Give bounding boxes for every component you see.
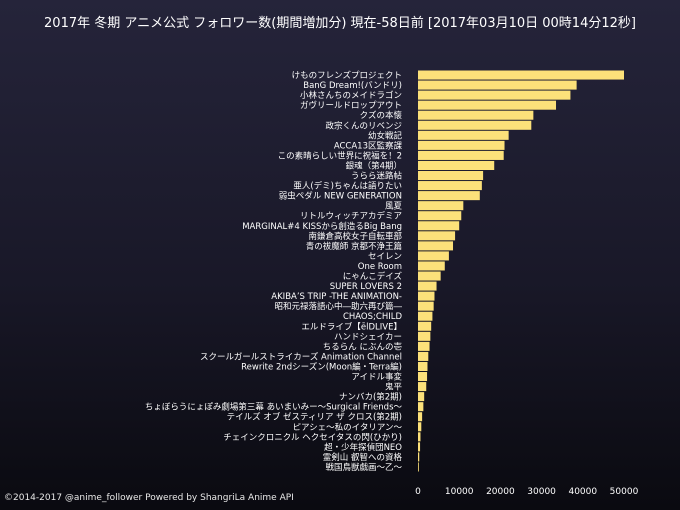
bar — [418, 100, 557, 110]
category-label: チェインクロニクル ヘクセイタスの閃(ひかり) — [223, 433, 402, 443]
bar — [418, 90, 571, 100]
category-label: 南鎌倉高校女子自転車部 — [308, 231, 402, 242]
bar — [418, 261, 445, 271]
bar — [418, 392, 425, 402]
category-label: 風夏 — [385, 202, 403, 212]
bar — [418, 422, 422, 432]
category-label: ガヴリールドロップアウト — [300, 100, 402, 111]
x-tick-label: 30000 — [527, 487, 556, 497]
category-label: BanG Dream!(バンドリ) — [303, 81, 402, 91]
category-label: SUPER LOVERS 2 — [330, 282, 402, 292]
x-tick-label: 50000 — [610, 487, 639, 497]
category-label: ハンドシェイカー — [334, 332, 402, 342]
bar — [418, 171, 484, 181]
category-label: リトルウィッチアカデミア — [300, 211, 402, 222]
bar — [418, 120, 532, 130]
category-label: 鬼平 — [385, 382, 403, 393]
bar — [418, 110, 534, 120]
category-label: スクールガールストライカーズ Animation Channel — [200, 351, 402, 362]
category-label: クズの本懐 — [360, 110, 403, 121]
bar — [418, 191, 480, 201]
category-label: MARGINAL#4 KISSから創造るBig Bang — [242, 221, 402, 232]
bar — [418, 241, 454, 251]
bar — [418, 361, 428, 371]
bar — [418, 181, 482, 191]
bar — [418, 160, 495, 170]
category-label: 昭和元禄落語心中―助六再び篇― — [274, 301, 402, 312]
bar — [418, 382, 427, 392]
bar — [418, 321, 432, 331]
bar — [418, 140, 505, 150]
footer-credit: ©2014-2017 @anime_follower Powered by Sh… — [4, 493, 294, 503]
bar — [418, 221, 460, 231]
category-label: ACCA13区監察課 — [334, 140, 403, 151]
bar — [418, 311, 433, 321]
bar — [418, 271, 441, 281]
category-label: テイルズ オブ ゼスティリア ザ クロス(第2期) — [227, 412, 402, 423]
bar — [418, 341, 430, 351]
bar — [418, 281, 437, 291]
bar — [418, 301, 434, 311]
bar — [418, 201, 464, 211]
category-label: CHAOS;CHILD — [343, 312, 403, 322]
bar — [418, 150, 504, 160]
category-label: 亜人(デミ)ちゃんは語りたい — [293, 181, 402, 192]
category-label: 霊剣山 叡智への資格 — [323, 452, 403, 463]
x-tick-label: 40000 — [568, 487, 597, 497]
category-label: 政宗くんのリベンジ — [325, 120, 402, 131]
bar — [418, 231, 456, 241]
bar — [418, 462, 419, 472]
category-label: AKIBA’S TRIP -THE ANIMATION- — [271, 292, 402, 302]
bars-group — [418, 70, 624, 472]
category-label: 幼女戦記 — [368, 130, 403, 141]
bar — [418, 452, 420, 462]
category-label: この素晴らしい世界に祝福を！2 — [278, 150, 402, 161]
category-label: 弱虫ペダル NEW GENERATION — [279, 191, 402, 202]
category-label: セイレン — [368, 252, 402, 262]
bar — [418, 402, 424, 412]
bar — [418, 211, 462, 221]
category-label: Rewrite 2ndシーズン(Moon編・Terra編) — [241, 361, 402, 372]
bar — [418, 331, 431, 341]
bar — [418, 80, 577, 90]
category-label: 青の祓魔師 京都不浄王篇 — [306, 241, 402, 252]
category-label: 銀魂（第4期） — [346, 160, 402, 171]
category-label: にゃんこデイズ — [343, 271, 403, 282]
x-tick-label: 0 — [415, 487, 421, 497]
category-label: One Room — [358, 262, 402, 272]
category-label: アイドル事変 — [351, 372, 402, 383]
category-label: ピアシェ～私のイタリアン～ — [293, 423, 403, 433]
x-tick-label: 10000 — [445, 487, 474, 497]
category-label: けものフレンズプロジェクト — [292, 70, 402, 81]
chart-title: 2017年 冬期 アニメ公式 フォロワー数(期間増加分) 現在-58日前 [20… — [44, 16, 636, 31]
x-axis-ticks: 0 10000 20000 30000 40000 50000 — [415, 487, 638, 497]
category-label: ナンバカ(第2期) — [339, 392, 402, 403]
category-label: 戦国鳥獣戯画～乙～ — [325, 462, 402, 473]
category-label: 超・少年探偵団NEO — [324, 442, 402, 453]
bar — [418, 432, 421, 442]
bar — [418, 372, 428, 382]
category-label: うらら迷路帖 — [351, 171, 403, 182]
bar — [418, 291, 435, 301]
bar — [418, 412, 423, 422]
category-label: ちるらん にぶんの壱 — [323, 341, 402, 352]
x-tick-label: 20000 — [486, 487, 515, 497]
bar — [418, 251, 449, 261]
bar — [418, 70, 624, 80]
category-label: 小林さんちのメイドラゴン — [300, 90, 402, 101]
bar — [418, 130, 509, 140]
category-label: ちょぼらうにょぽみ劇場第三幕 あいまいみー～Surgical Friends～ — [145, 402, 403, 413]
bar — [418, 442, 421, 452]
category-label: エルドライブ【ēlDLIVE】 — [301, 321, 402, 332]
bar — [418, 351, 429, 361]
